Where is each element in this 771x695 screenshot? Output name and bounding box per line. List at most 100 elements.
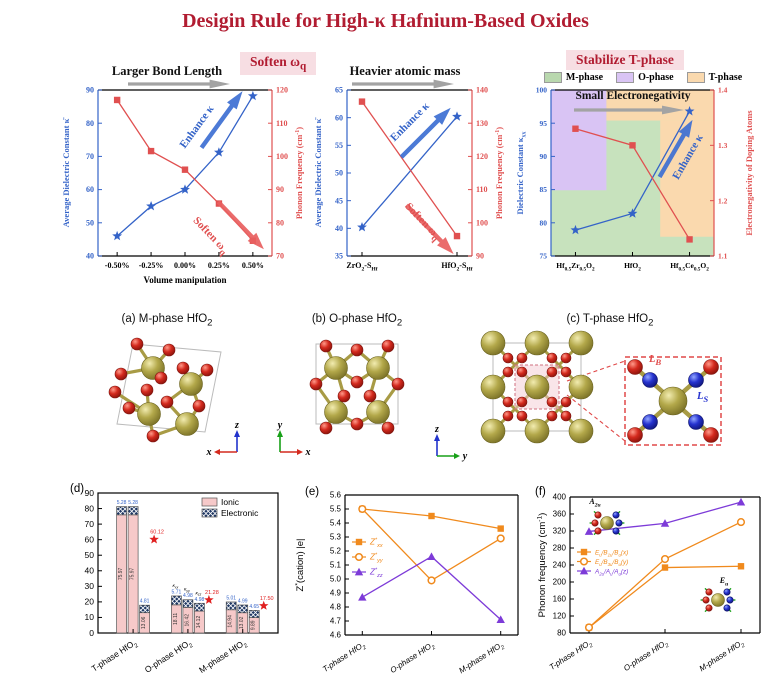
chart1-header: Larger Bond Length [111, 64, 223, 78]
stabilize-badge: Stabilize T-phase [566, 50, 684, 70]
svg-text:80: 80 [276, 218, 284, 227]
svg-text:Z*yy: Z*yy [369, 552, 384, 563]
svg-text:5.28: 5.28 [117, 500, 127, 506]
svg-text:T-phase HfO2: T-phase HfO2 [321, 640, 368, 676]
svg-text:1.3: 1.3 [718, 141, 728, 150]
svg-text:100: 100 [476, 218, 488, 227]
svg-text:M-phase HfO2: M-phase HfO2 [698, 638, 747, 676]
svg-text:80: 80 [85, 503, 95, 513]
svg-text:75: 75 [540, 252, 548, 261]
svg-text:Hf0.5Zr0.5O2: Hf0.5Zr0.5O2 [556, 261, 595, 272]
svg-text:0.25%: 0.25% [208, 261, 230, 270]
small-electronegativity-label: Small Electronegativity [575, 90, 691, 102]
svg-text:κyy: κyy [184, 588, 190, 593]
svg-text:1.4: 1.4 [718, 86, 728, 95]
svg-text:80: 80 [540, 218, 548, 227]
svg-text:35: 35 [335, 252, 343, 261]
svg-text:4.7: 4.7 [330, 617, 342, 626]
svg-text:κzz: κzz [196, 591, 202, 596]
svg-text:T-phase HfO2: T-phase HfO2 [90, 637, 140, 676]
svg-text:40: 40 [86, 252, 94, 261]
svg-text:4.98: 4.98 [195, 597, 205, 603]
svg-text:14.94: 14.94 [228, 615, 234, 628]
svg-text:M-phase HfO2: M-phase HfO2 [197, 637, 249, 677]
chart-c3: 75 80 85 90 95 100 1.1 1.2 1.3 1.4 Hf0.5Zr0.5O2 HfO… [515, 86, 754, 273]
svg-text:30: 30 [85, 581, 95, 591]
panel-c-label: (c) T-phase HfO2 [566, 313, 654, 329]
svg-text:5.28: 5.28 [128, 500, 138, 506]
svg-text:Z*(cation) |e|: Z*(cation) |e| [294, 539, 306, 592]
axis-indicator-b: yx [277, 420, 311, 458]
svg-text:120: 120 [276, 86, 288, 95]
svg-text:70: 70 [276, 252, 284, 261]
svg-text:Volume manipulation: Volume manipulation [144, 275, 227, 285]
svg-text:45: 45 [335, 196, 343, 205]
svg-text:0.00%: 0.00% [174, 261, 196, 270]
panel-a-label: (a) M-phase HfO2 [121, 313, 213, 329]
panel-b-label: (b) O-phase HfO2 [311, 313, 403, 329]
right-arrow-icon [574, 105, 684, 115]
svg-text:z: z [234, 420, 239, 431]
svg-text:90: 90 [476, 252, 484, 261]
svg-text:O-phase HfO2: O-phase HfO2 [143, 637, 195, 677]
chart-d: 0 10 20 30 40 50 60 70 80 90 75.97 5.28 75.97 5.28 13.… [85, 488, 279, 677]
svg-text:120: 120 [476, 152, 488, 161]
svg-text:85: 85 [540, 185, 548, 194]
phase-swatch [543, 72, 562, 83]
series [572, 125, 693, 243]
svg-text:100: 100 [276, 152, 288, 161]
phase-legend-item: O-phase [616, 72, 674, 83]
svg-text:90: 90 [276, 185, 284, 194]
svg-text:80: 80 [86, 119, 94, 128]
phase-swatch [686, 72, 705, 83]
svg-text:70: 70 [85, 519, 95, 529]
series [357, 111, 462, 232]
svg-text:21.28: 21.28 [205, 590, 219, 596]
svg-text:120: 120 [553, 612, 567, 621]
chart2-header: Heavier atomic mass [349, 64, 461, 78]
svg-text:O-phase HfO2: O-phase HfO2 [389, 640, 438, 677]
svg-text:y: y [277, 420, 283, 431]
structure-o-phase [309, 339, 405, 435]
svg-text:320: 320 [553, 527, 567, 536]
svg-text:5.5: 5.5 [330, 505, 342, 514]
series [584, 518, 746, 632]
svg-text:Ionic: Ionic [221, 497, 240, 507]
svg-text:5.01: 5.01 [226, 595, 236, 601]
svg-text:HfO2-SHf: HfO2-SHf [441, 261, 472, 272]
svg-text:Phonon Frequency (cm-1): Phonon Frequency (cm-1) [494, 127, 504, 219]
svg-text:240: 240 [553, 561, 567, 570]
svg-text:60.12: 60.12 [150, 529, 164, 535]
svg-text:Electronic: Electronic [221, 508, 259, 518]
svg-text:50: 50 [86, 218, 94, 227]
svg-text:Phonon frequency (cm-1): Phonon frequency (cm-1) [536, 513, 548, 618]
svg-text:5.4: 5.4 [330, 519, 342, 528]
structure-t-phase [480, 330, 722, 446]
right-arrow-icon [128, 79, 230, 89]
svg-text:40: 40 [85, 566, 95, 576]
svg-text:Eu/B3u/Bu(y): Eu/B3u/Bu(y) [595, 559, 628, 567]
svg-text:Average Dielectric Constant κ̄: Average Dielectric Constant κ̄ [61, 117, 71, 228]
phase-legend-item: M-phase [543, 72, 603, 83]
svg-text:20: 20 [85, 597, 95, 607]
svg-text:5.0: 5.0 [330, 575, 342, 584]
svg-text:5.3: 5.3 [330, 533, 342, 542]
svg-text:130: 130 [476, 119, 488, 128]
svg-text:4.8: 4.8 [330, 603, 342, 612]
svg-text:360: 360 [553, 510, 567, 519]
svg-text:14.12: 14.12 [196, 616, 202, 629]
svg-text:0: 0 [89, 628, 94, 638]
svg-text:13.06: 13.06 [141, 616, 147, 629]
svg-text:90: 90 [86, 86, 94, 95]
svg-text:4.6: 4.6 [330, 631, 342, 640]
svg-text:65: 65 [335, 86, 343, 95]
svg-text:60: 60 [335, 113, 343, 122]
svg-text:Hf0.5Ce0.5O2: Hf0.5Ce0.5O2 [670, 261, 709, 272]
chart-e: 4.6 4.7 4.8 4.9 5.0 5.1 5.2 5.3 5.4 5.5 5.6 T-phase… [294, 491, 519, 677]
svg-text:80: 80 [557, 629, 566, 638]
svg-text:50: 50 [85, 550, 95, 560]
svg-text:55: 55 [335, 141, 343, 150]
svg-text:200: 200 [553, 578, 567, 587]
svg-text:z: z [434, 424, 439, 435]
svg-text:1.2: 1.2 [718, 196, 728, 205]
